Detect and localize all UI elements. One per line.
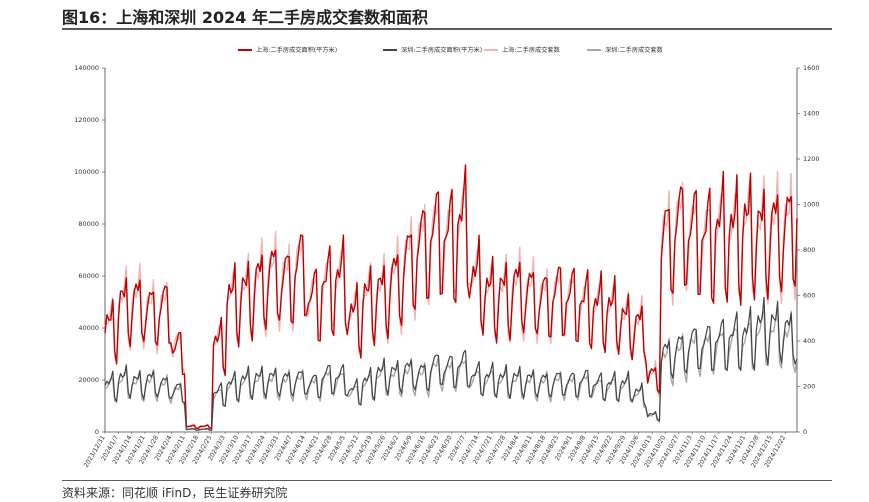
y-left-tick-label: 0 (95, 428, 99, 436)
y-right-tick-label: 800 (803, 246, 815, 254)
y-left-tick-label: 80000 (78, 220, 99, 228)
y-left-tick-label: 20000 (78, 376, 99, 384)
chart-legend: 上海:二手房成交面积(平方米) 深圳:二手房成交面积(平方米) 上海:二手房成交套数… (238, 46, 664, 54)
footer-divider (62, 480, 832, 481)
y-right-tick-label: 600 (803, 292, 815, 300)
title-divider (62, 28, 832, 30)
y-left-tick-label: 40000 (78, 324, 99, 332)
legend-label: 上海:二手房成交面积(平方米) (256, 46, 337, 54)
page-title: 图16：上海和深圳 2024 年二手房成交套数和面积 (62, 8, 428, 27)
legend-label: 深圳:二手房成交套数 (605, 46, 664, 54)
y-right-tick-label: 1600 (803, 64, 820, 72)
y-right-tick-label: 400 (803, 337, 815, 345)
y-left-tick-label: 140000 (74, 64, 99, 72)
series-line-1 (104, 296, 798, 431)
y-right-tick-label: 0 (803, 428, 807, 436)
legend-label: 深圳:二手房成交面积(平方米) (401, 46, 482, 54)
legend-label: 上海:二手房成交套数 (502, 46, 561, 54)
series-line-0 (104, 164, 798, 430)
y-right-tick-label: 200 (803, 383, 815, 391)
y-right-tick-label: 1400 (803, 110, 820, 118)
chart-lines (104, 164, 798, 431)
series-line-3 (104, 306, 798, 431)
y-right-tick-label: 1200 (803, 155, 820, 163)
y-right-tick-label: 1000 (803, 201, 820, 209)
y-left-tick-label: 120000 (74, 116, 99, 124)
source-note: 资料来源：同花顺 iFinD，民生证券研究院 (62, 486, 288, 500)
chart-axes: 0 20000 40000 60000 80000 100000 120000 140000 0… (74, 64, 819, 469)
y-left-tick-label: 100000 (74, 168, 99, 176)
y-left-tick-label: 60000 (78, 272, 99, 280)
